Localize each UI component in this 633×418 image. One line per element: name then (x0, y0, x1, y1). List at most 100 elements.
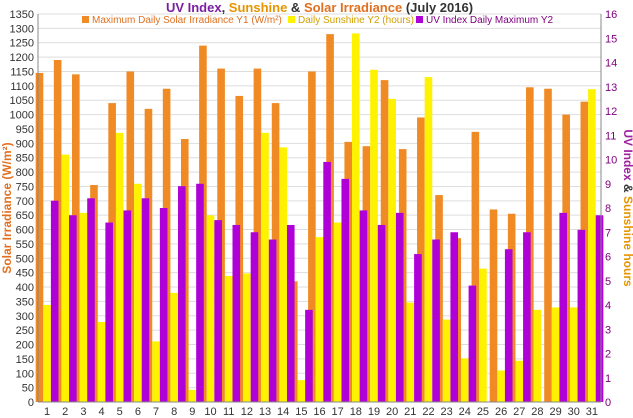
x-tick-label-29: 29 (549, 406, 561, 418)
left-tick-label-6: 300 (16, 311, 34, 323)
right-label-part-2: Sunshine hours (621, 196, 633, 287)
x-tick-label-3: 3 (80, 406, 86, 418)
bar-s0-26 (489, 209, 498, 402)
bar-s2-2 (69, 215, 77, 402)
x-tick-label-17: 17 (332, 406, 344, 418)
right-tick-label-12: 12 (605, 106, 617, 118)
bar-s0-1 (35, 72, 44, 402)
bar-s1-30 (569, 307, 578, 402)
title-part-1: , (222, 0, 229, 15)
bar-s1-20 (388, 98, 396, 402)
x-tick-label-4: 4 (99, 406, 105, 418)
bar-s1-23 (442, 319, 451, 402)
bar-s1-7 (152, 341, 160, 402)
x-tick-label-5: 5 (117, 406, 123, 418)
title-part-0: UV Index (166, 0, 222, 15)
bar-s2-1 (50, 200, 59, 402)
right-tick-label-13: 13 (605, 82, 617, 94)
bar-s2-24 (468, 285, 477, 402)
right-tick-label-5: 5 (605, 276, 611, 288)
right-tick-label-10: 10 (605, 155, 617, 167)
x-tick-label-2: 2 (62, 406, 68, 418)
x-tick-label-6: 6 (135, 406, 141, 418)
bar-s1-22 (424, 77, 433, 403)
bar-s2-13 (268, 239, 277, 402)
bar-s2-23 (450, 232, 459, 402)
bar-s2-26 (504, 249, 513, 402)
right-tick-label-7: 7 (605, 227, 611, 239)
left-tick-label-13: 650 (16, 210, 34, 222)
bar-s2-10 (214, 220, 222, 402)
bar-s1-10 (206, 215, 215, 402)
bar-s1-12 (243, 273, 251, 402)
bar-s2-20 (395, 212, 404, 402)
x-tick-label-9: 9 (189, 406, 195, 418)
left-tick-label-25: 1250 (10, 38, 34, 50)
left-tick-label-27: 1350 (10, 9, 34, 21)
bar-s0-16 (308, 71, 316, 403)
bar-s2-22 (432, 239, 440, 402)
right-tick-label-11: 11 (605, 130, 616, 142)
left-tick-label-17: 850 (16, 153, 34, 165)
x-tick-label-25: 25 (477, 406, 489, 418)
left-tick-label-24: 1200 (10, 52, 34, 64)
bar-s1-1 (43, 305, 51, 402)
left-tick-label-16: 800 (16, 167, 34, 179)
x-tick-label-24: 24 (459, 406, 471, 418)
bar-s1-13 (261, 132, 269, 402)
bar-s2-12 (250, 232, 259, 402)
left-tick-label-0: 0 (28, 397, 34, 409)
x-tick-label-27: 27 (513, 406, 525, 418)
bar-s1-5 (115, 132, 124, 402)
bar-s2-21 (414, 254, 422, 402)
x-tick-label-31: 31 (586, 406, 598, 418)
bar-s2-17 (341, 178, 350, 402)
bar-s1-16 (315, 237, 324, 402)
right-tick-label-8: 8 (605, 203, 611, 215)
bar-s2-5 (123, 210, 132, 402)
bar-s1-2 (61, 154, 70, 402)
bar-s0-29 (544, 88, 552, 403)
x-tick-label-19: 19 (368, 406, 380, 418)
title-part-3: & (287, 0, 304, 15)
bar-s1-9 (188, 389, 197, 402)
x-tick-label-18: 18 (350, 406, 362, 418)
axes-group (37, 14, 602, 403)
right-tick-label-15: 15 (605, 33, 617, 45)
bar-s2-14 (286, 224, 295, 402)
left-tick-label-12: 600 (16, 225, 34, 237)
bar-s1-27 (515, 360, 524, 402)
right-tick-label-1: 1 (605, 373, 611, 385)
right-tick-label-9: 9 (605, 179, 611, 191)
left-tick-label-11: 550 (16, 239, 34, 251)
bar-s2-4 (105, 222, 113, 402)
bar-s1-24 (460, 358, 469, 402)
bar-s1-15 (297, 380, 306, 402)
left-tick-label-18: 900 (16, 138, 34, 150)
title-part-2: Sunshine (229, 0, 288, 15)
legend-swatch-0 (82, 16, 89, 23)
x-tick-label-10: 10 (204, 406, 216, 418)
right-tick-label-6: 6 (605, 252, 611, 264)
right-label-part-1: & (621, 181, 633, 196)
right-tick-label-4: 4 (605, 300, 611, 312)
bar-s1-21 (406, 302, 415, 402)
x-tick-label-13: 13 (259, 406, 271, 418)
x-tick-label-28: 28 (531, 406, 543, 418)
bar-s2-7 (159, 208, 168, 402)
bar-s1-6 (134, 183, 142, 402)
right-tick-label-3: 3 (605, 324, 611, 336)
x-tick-label-15: 15 (295, 406, 307, 418)
bar-s1-19 (370, 69, 378, 403)
bar-s2-15 (305, 309, 313, 402)
left-tick-label-23: 1150 (10, 66, 34, 78)
chart-title: UV Index, Sunshine & Solar Irradiance (J… (166, 0, 473, 15)
legend-swatch-2 (416, 16, 423, 23)
x-tick-label-7: 7 (153, 406, 159, 418)
x-tick-label-8: 8 (171, 406, 177, 418)
bar-s2-31 (595, 215, 604, 402)
title-part-5: (July 2016) (402, 0, 473, 15)
bar-s2-9 (196, 183, 204, 402)
